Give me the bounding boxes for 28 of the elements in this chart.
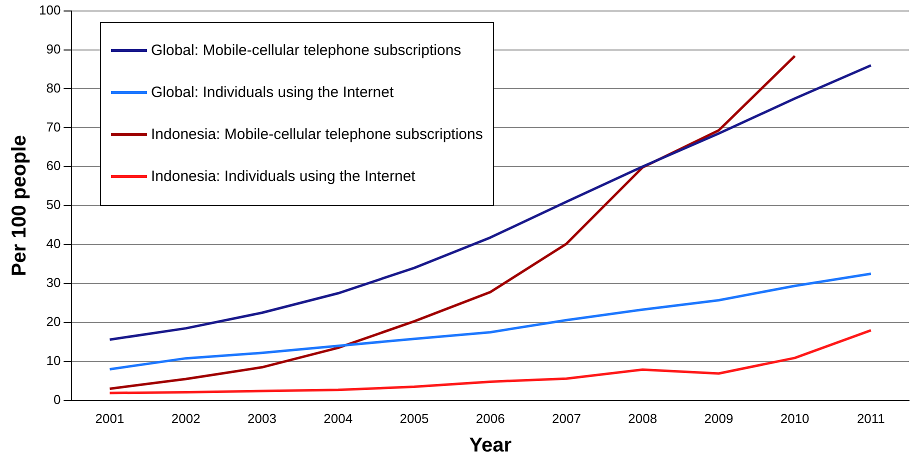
y-tick-label: 50 — [46, 197, 61, 212]
x-tick-label: 2008 — [628, 410, 658, 426]
x-tick-label: 2003 — [248, 410, 276, 426]
y-tick-label: 40 — [46, 236, 61, 252]
legend-label: Indonesia: Individuals using the Internet — [151, 168, 416, 184]
y-tick-label: 70 — [46, 119, 61, 134]
x-tick-label: 2001 — [95, 410, 124, 426]
y-tick-label: 100 — [38, 2, 61, 18]
x-tick-label: 2006 — [476, 410, 505, 426]
x-tick-label: 2002 — [171, 410, 200, 426]
y-axis-title: Per 100 people — [8, 135, 31, 276]
x-tick-label: 2004 — [324, 410, 353, 426]
y-tick-label: 20 — [46, 314, 61, 330]
x-tick-label: 2009 — [704, 410, 734, 426]
legend-label: Indonesia: Mobile-cellular telephone subscriptions — [151, 126, 483, 142]
x-axis-title: Year — [469, 434, 512, 457]
y-tick-label: 0 — [53, 392, 61, 407]
y-tick-label: 30 — [46, 275, 61, 290]
x-tick-label: 2011 — [856, 410, 885, 426]
y-tick-label: 60 — [46, 158, 61, 174]
x-tick-label: 2005 — [400, 410, 429, 426]
y-tick-label: 10 — [46, 353, 61, 368]
y-tick-label: 80 — [46, 80, 61, 96]
x-tick-label: 2010 — [780, 410, 810, 426]
y-tick-label: 90 — [46, 41, 61, 56]
legend-label: Global: Individuals using the Internet — [151, 84, 394, 100]
x-tick-label: 2007 — [552, 410, 581, 426]
legend-label: Global: Mobile-cellular telephone subscriptions — [151, 42, 462, 58]
